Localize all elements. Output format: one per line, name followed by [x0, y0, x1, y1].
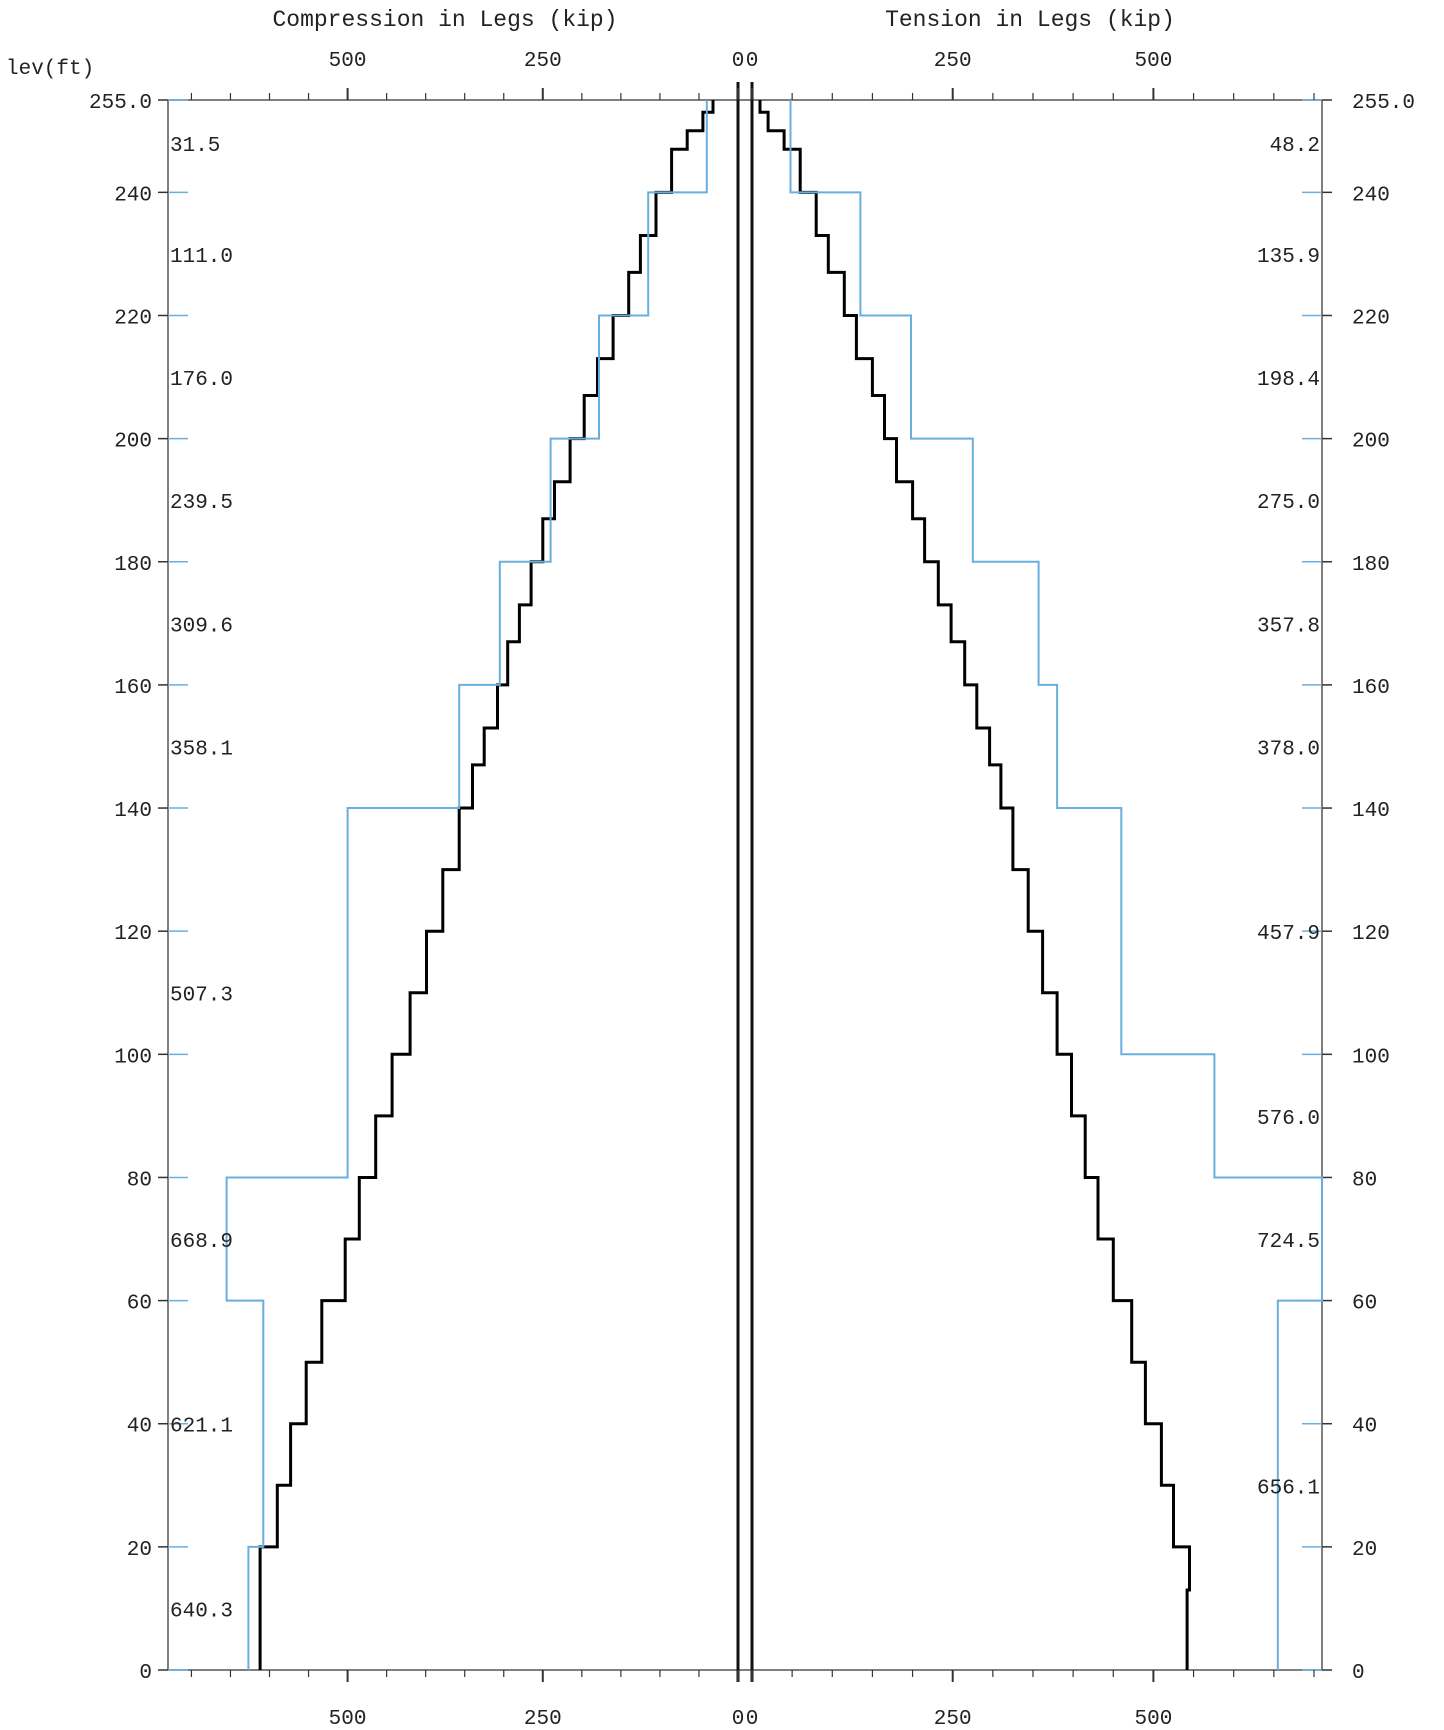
tension-value-label: 576.0	[1257, 1108, 1320, 1131]
tension-title: Tension in Legs (kip)	[885, 7, 1175, 33]
tension-value-label: 724.5	[1257, 1231, 1320, 1254]
y-tick-label-left: 60	[127, 1293, 152, 1316]
x-tick-label-compression-bottom: 250	[524, 1708, 562, 1730]
y-tick-label-left: 120	[114, 923, 152, 946]
compression-value-label: 640.3	[170, 1600, 233, 1623]
y-tick-label-right: 140	[1352, 800, 1390, 823]
series-group	[225, 100, 1323, 1670]
compression-value-label: 239.5	[170, 492, 233, 515]
compression-value-label: 621.1	[170, 1416, 233, 1439]
tension-value-label: 656.1	[1257, 1477, 1320, 1500]
tension-series-capacity	[789, 100, 1323, 1670]
compression-value-label: 176.0	[170, 369, 233, 392]
tension-value-label: 48.2	[1270, 135, 1320, 158]
y-tick-label-right: 160	[1352, 677, 1390, 700]
y-tick-label-right: 120	[1352, 923, 1390, 946]
x-tick-label-compression-top: 500	[329, 50, 367, 73]
x-tick-label-tension-bottom: 500	[1135, 1708, 1173, 1730]
x-tick-label-compression-top: 0	[732, 50, 745, 73]
x-tick-label-compression-top: 250	[524, 50, 562, 73]
x-tick-label-tension-bottom: 0	[746, 1708, 759, 1730]
y-tick-label-left: 220	[114, 307, 152, 330]
y-tick-label-left: 100	[114, 1046, 152, 1069]
compression-value-label: 507.3	[170, 985, 233, 1008]
x-tick-label-tension-top: 0	[746, 50, 759, 73]
elevation-axis-label: lev(ft)	[6, 58, 94, 81]
y-tick-label-left: 0	[139, 1662, 152, 1685]
tension-value-label: 457.9	[1257, 923, 1320, 946]
tension-value-label: 198.4	[1257, 369, 1320, 392]
y-tick-label-left: 40	[127, 1416, 152, 1439]
y-tick-label-right: 255.0	[1352, 92, 1415, 115]
y-tick-label-left: 140	[114, 800, 152, 823]
y-tick-label-right: 200	[1352, 431, 1390, 454]
y-tick-label-right: 180	[1352, 554, 1390, 577]
y-tick-label-right: 0	[1352, 1662, 1365, 1685]
compression-value-label: 309.6	[170, 615, 233, 638]
y-tick-label-right: 100	[1352, 1046, 1390, 1069]
x-tick-label-tension-bottom: 250	[934, 1708, 972, 1730]
y-tick-label-right: 220	[1352, 307, 1390, 330]
y-tick-label-left: 240	[114, 184, 152, 207]
y-tick-label-left: 80	[127, 1169, 152, 1192]
y-tick-label-right: 20	[1352, 1539, 1377, 1562]
compression-value-label: 358.1	[170, 738, 233, 761]
tension-value-label: 135.9	[1257, 246, 1320, 269]
y-tick-label-right: 240	[1352, 184, 1390, 207]
y-tick-label-right: 40	[1352, 1416, 1377, 1439]
tension-value-label: 378.0	[1257, 738, 1320, 761]
x-tick-label-tension-top: 250	[934, 50, 972, 73]
y-tick-label-left: 255.0	[89, 92, 152, 115]
y-tick-label-left: 200	[114, 431, 152, 454]
tension-value-label: 275.0	[1257, 492, 1320, 515]
compression-series-actual	[258, 100, 715, 1670]
tension-series-actual	[758, 100, 1191, 1670]
y-tick-label-left: 20	[127, 1539, 152, 1562]
compression-title: Compression in Legs (kip)	[272, 7, 617, 33]
axes-group	[158, 82, 1332, 1682]
y-tick-label-left: 160	[114, 677, 152, 700]
x-tick-label-compression-bottom: 0	[732, 1708, 745, 1730]
x-tick-label-tension-top: 500	[1135, 50, 1173, 73]
compression-value-label: 668.9	[170, 1231, 233, 1254]
compression-value-label: 31.5	[170, 135, 220, 158]
tension-value-label: 357.8	[1257, 615, 1320, 638]
y-tick-label-left: 180	[114, 554, 152, 577]
y-tick-label-right: 80	[1352, 1169, 1377, 1192]
compression-value-label: 111.0	[170, 246, 233, 269]
compression-series-capacity	[225, 100, 708, 1670]
x-tick-label-compression-bottom: 500	[329, 1708, 367, 1730]
y-tick-label-right: 60	[1352, 1293, 1377, 1316]
